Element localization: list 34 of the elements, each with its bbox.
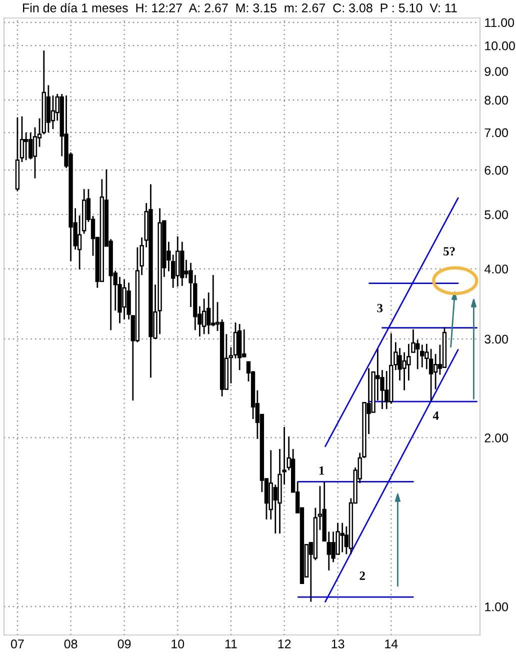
candlestick bbox=[428, 348, 434, 402]
x-tick-label: 13 bbox=[332, 639, 344, 648]
x-tick-label: 09 bbox=[118, 639, 131, 648]
y-tick-label: 6.00 bbox=[484, 166, 508, 175]
y-tick-label: 8.00 bbox=[484, 96, 508, 105]
candlestick bbox=[50, 94, 56, 130]
candlestick bbox=[233, 322, 238, 360]
candlestick bbox=[433, 353, 438, 390]
x-tick-label: 12 bbox=[278, 639, 291, 648]
y-tick-label: 5.00 bbox=[484, 210, 508, 220]
candlestick bbox=[202, 298, 206, 335]
x-tick-label: 07 bbox=[10, 639, 24, 648]
y-tick-label: 9.00 bbox=[484, 67, 508, 76]
y-tick-label: 2.00 bbox=[484, 434, 508, 442]
annotation: 5? bbox=[444, 247, 455, 256]
x-tick-label: 11 bbox=[225, 640, 237, 648]
x-tick-label: 10 bbox=[172, 639, 184, 648]
x-tick-label: 08 bbox=[64, 639, 78, 648]
annotation: 4 bbox=[432, 412, 439, 420]
x-tick-label: 14 bbox=[385, 640, 398, 648]
y-tick-label: 3.00 bbox=[484, 334, 508, 344]
y-tick-label: 7.00 bbox=[484, 128, 508, 138]
candlestick bbox=[20, 116, 24, 163]
candlestick bbox=[32, 126, 38, 180]
annotation: 1 bbox=[319, 466, 324, 475]
annotation: 2 bbox=[360, 572, 365, 580]
annotation: 3 bbox=[377, 304, 383, 312]
y-tick-label: 1.00 bbox=[485, 602, 508, 612]
y-tick-label: 10.00 bbox=[485, 41, 515, 50]
candlestick bbox=[420, 344, 424, 368]
chart-title: Fin de día 1 meses H: 12:27 A: 2.67 M: 3.15 m: 2.67 C: 3.08 P : 5.10 V: 11 bbox=[23, 3, 457, 12]
y-tick-label: 11.00 bbox=[485, 18, 514, 28]
y-tick-label: 4.00 bbox=[484, 264, 508, 274]
candlestick bbox=[24, 132, 28, 161]
